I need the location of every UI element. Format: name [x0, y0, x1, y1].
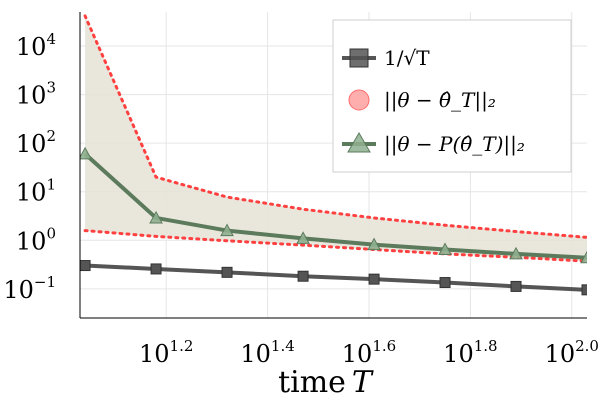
- x-tick-exponent: 1.2: [170, 337, 194, 355]
- y-tick-label-5: 104: [16, 30, 56, 61]
- x-tick-label-2: 101.6: [342, 337, 396, 368]
- y-tick-exponent: 0: [46, 224, 56, 242]
- series-projected-point: [367, 237, 381, 251]
- x-tick-label-1: 101.4: [240, 337, 294, 368]
- x-tick-exponent: 1.8: [474, 337, 498, 355]
- x-tick-exponent: 1.4: [271, 337, 295, 355]
- y-tick-label-3: 102: [16, 127, 56, 158]
- series-projected-point: [296, 231, 310, 244]
- y-tick-base: 10: [16, 82, 47, 110]
- legend: 1/√T ||θ − θ̂_T||₂ ||θ − P(θ̂_T)||₂: [332, 19, 572, 173]
- series-projected-point: [509, 246, 523, 260]
- series-projected-point: [80, 146, 92, 160]
- series-projected-point: [149, 210, 163, 224]
- series-sqrt-point: [581, 284, 587, 296]
- lower-bound-line: [83, 229, 587, 263]
- series-sqrt-point: [150, 263, 162, 275]
- x-tick-label-3: 101.8: [443, 337, 497, 368]
- legend-label-sqrt: 1/√T: [384, 46, 430, 70]
- y-tick-label-2: 101: [16, 176, 56, 207]
- y-tick-label-1: 100: [16, 224, 56, 255]
- x-tick-exponent: 2.0: [575, 337, 599, 355]
- y-tick-exponent: 1: [46, 176, 56, 194]
- series-sqrt-point: [221, 266, 233, 278]
- series-sqrt-point: [439, 277, 451, 289]
- legend-label-estimate: ||θ − θ̂_T||₂: [384, 88, 496, 113]
- y-tick-exponent: −1: [34, 273, 56, 291]
- y-tick-exponent: 2: [46, 127, 56, 145]
- legend-label-projected: ||θ − P(θ̂_T)||₂: [384, 132, 525, 157]
- y-tick-base: 10: [16, 227, 47, 255]
- legend-estimate-marker: [348, 89, 370, 111]
- x-tick-base: 10: [139, 340, 170, 368]
- y-tick-base: 10: [16, 130, 47, 158]
- x-tick-base: 10: [545, 340, 576, 368]
- series-sqrt-point: [80, 260, 91, 272]
- y-tick-base: 10: [16, 33, 47, 61]
- band-area: [85, 15, 587, 262]
- x-tick-base: 10: [240, 340, 271, 368]
- series-sqrt-point: [297, 270, 309, 282]
- legend-projected-marker: [347, 132, 371, 153]
- x-tick-base: 10: [342, 340, 373, 368]
- x-axis-title: time T: [278, 365, 374, 400]
- y-tick-exponent: 3: [46, 79, 56, 97]
- y-tick-exponent: 4: [46, 30, 56, 48]
- x-tick-label-0: 101.2: [139, 337, 193, 368]
- y-tick-base: 10: [3, 276, 34, 304]
- y-tick-label-4: 103: [16, 79, 56, 110]
- y-tick-base: 10: [16, 179, 47, 207]
- x-tick-label-4: 102.0: [545, 337, 599, 368]
- series-projected-point: [438, 242, 452, 256]
- upper-bound-line: [83, 14, 587, 239]
- series-projected-line: [83, 152, 587, 260]
- y-tick-label-0: 10−1: [3, 273, 56, 304]
- x-tick-base: 10: [443, 340, 474, 368]
- confidence-band: [83, 14, 587, 263]
- series-sqrt-point: [510, 280, 522, 292]
- axes: [79, 12, 587, 319]
- series-sqrt-line: [84, 263, 587, 292]
- legend-sqrt-marker: [349, 48, 369, 68]
- x-tick-exponent: 1.6: [372, 337, 396, 355]
- series-layer: [80, 146, 587, 296]
- tick-labels: 101.2 101.4 101.6 101.8 102.010−110010110210…: [3, 30, 599, 368]
- series-projected-point: [220, 223, 234, 237]
- series-sqrt-point: [368, 273, 380, 285]
- legend-box: [332, 19, 572, 173]
- series-projected-point: [580, 250, 587, 264]
